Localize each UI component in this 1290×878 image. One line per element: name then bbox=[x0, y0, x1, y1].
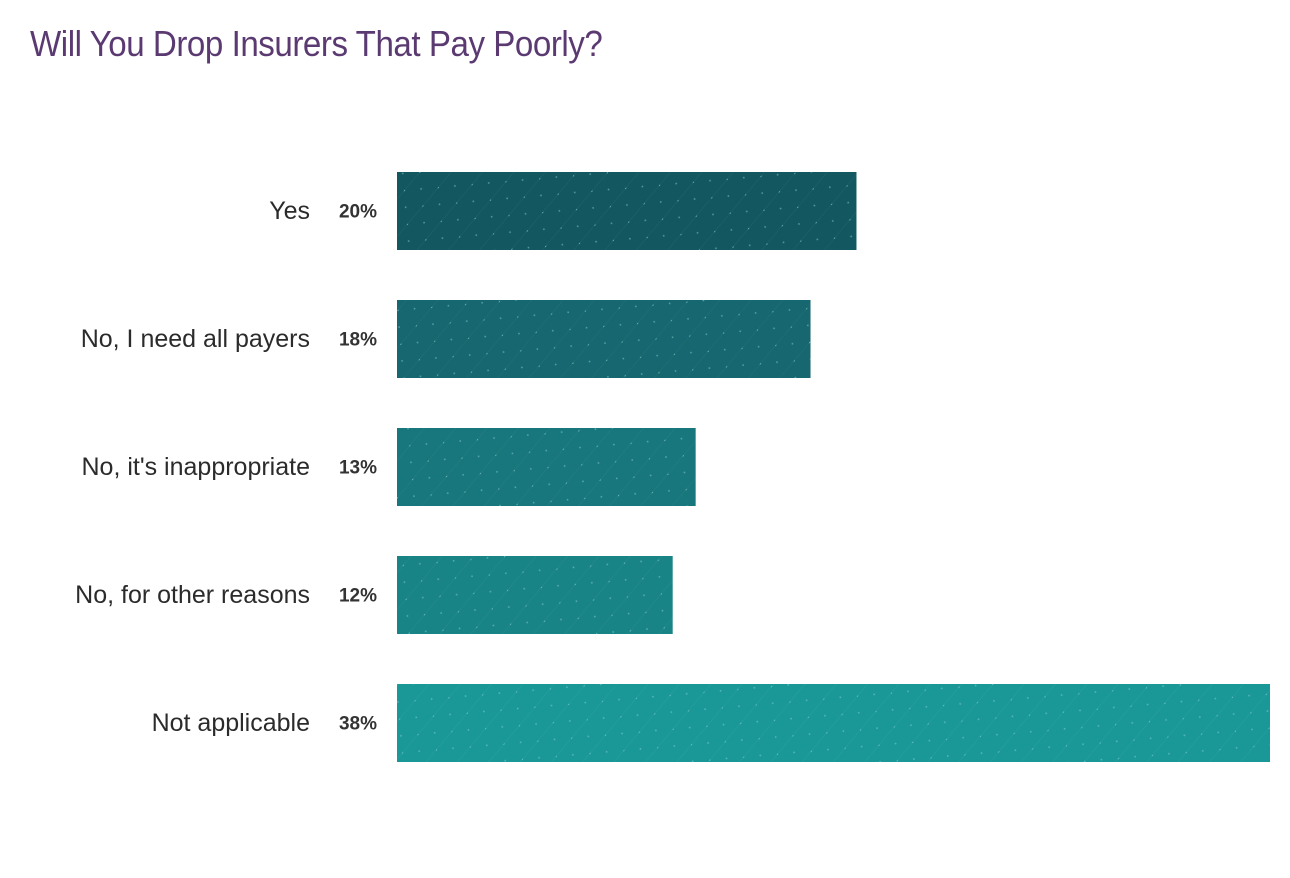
bar-texture bbox=[397, 300, 811, 378]
bar-row-no-it-s-inappropriate: No, it's inappropriate 13% bbox=[81, 428, 696, 506]
category-label: No, it's inappropriate bbox=[81, 453, 310, 481]
category-label: Not applicable bbox=[152, 709, 310, 737]
value-label: 12% bbox=[339, 586, 377, 607]
bar-texture bbox=[397, 172, 857, 250]
category-label: No, for other reasons bbox=[75, 581, 310, 609]
bar-row-yes: Yes 20% bbox=[269, 172, 857, 250]
category-label: Yes bbox=[269, 197, 310, 225]
value-label: 13% bbox=[339, 458, 377, 479]
bar-row-no-for-other-reasons: No, for other reasons 12% bbox=[75, 556, 673, 634]
value-label: 20% bbox=[339, 202, 377, 223]
bar-texture bbox=[397, 428, 696, 506]
bar-texture bbox=[397, 684, 1270, 762]
bars-layer: Yes 20% No, I need all payers 18% No, it's i… bbox=[75, 172, 1270, 762]
bar-row-not-applicable: Not applicable 38% bbox=[152, 684, 1270, 762]
bar-texture bbox=[397, 556, 673, 634]
bar-row-no-i-need-all-payers: No, I need all payers 18% bbox=[81, 300, 811, 378]
category-label: No, I need all payers bbox=[81, 325, 310, 353]
value-label: 38% bbox=[339, 714, 377, 735]
value-label: 18% bbox=[339, 330, 377, 351]
chart-title: Will You Drop Insurers That Pay Poorly? bbox=[30, 23, 603, 64]
